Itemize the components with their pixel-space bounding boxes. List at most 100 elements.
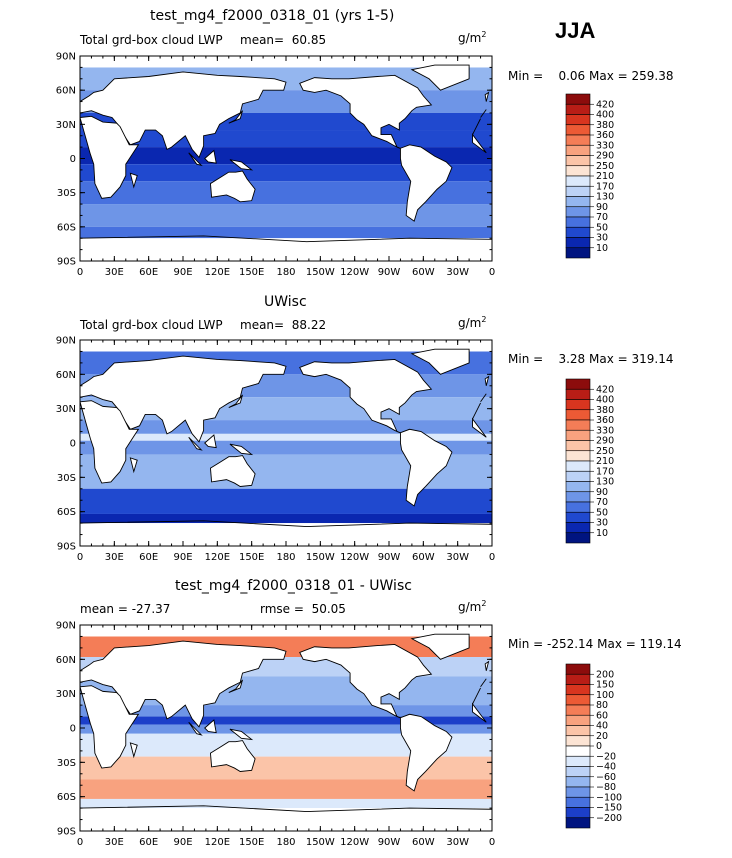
colorbar-label: −100 xyxy=(596,792,622,803)
coastline xyxy=(472,417,487,438)
colorbar-label: 290 xyxy=(596,436,614,447)
coastline xyxy=(399,428,453,507)
y-tick-label: 30S xyxy=(57,188,76,199)
colorbar-swatch xyxy=(565,93,591,105)
antarctica-coast xyxy=(80,805,492,812)
colorbar-swatch xyxy=(565,165,591,177)
coastline xyxy=(480,678,487,688)
field-band xyxy=(80,523,492,546)
colorbar-swatch xyxy=(565,735,591,747)
coastline xyxy=(484,91,490,102)
x-tick-label: 150W xyxy=(306,837,335,848)
field-band xyxy=(80,724,492,734)
colorbar-label: 210 xyxy=(596,171,614,182)
colorbar-label: 170 xyxy=(596,466,614,477)
colorbar-swatch xyxy=(565,481,591,493)
panel3-field xyxy=(80,625,492,831)
colorbar-label: 10 xyxy=(596,528,608,539)
colorbar-swatch xyxy=(565,786,591,798)
colorbar-swatch xyxy=(565,807,591,819)
coastline xyxy=(410,64,470,91)
coastline xyxy=(188,721,203,736)
x-tick-label: 180 xyxy=(276,837,295,848)
field-band xyxy=(80,625,492,637)
colorbar-label: 100 xyxy=(596,690,614,701)
x-tick-label: 30E xyxy=(105,552,124,563)
coastline xyxy=(209,740,256,772)
field-band xyxy=(80,181,492,205)
colorbar-label: −40 xyxy=(596,762,616,773)
colorbar-swatch xyxy=(565,776,591,788)
field-band xyxy=(80,56,492,68)
field-band xyxy=(80,488,492,514)
panel3-minmax: Min = -252.14 Max = 119.14 xyxy=(508,637,682,651)
field-band xyxy=(80,440,492,455)
colorbar-label: −60 xyxy=(596,772,616,783)
y-tick-label: 90N xyxy=(56,336,76,347)
x-tick-label: 120E xyxy=(205,267,230,278)
field-band xyxy=(80,716,492,725)
panel1-units: g/m2 xyxy=(458,30,487,45)
x-tick-label: 0 xyxy=(489,837,495,848)
y-tick-label: 90S xyxy=(57,257,76,268)
colorbar-swatch xyxy=(565,226,591,238)
y-tick-label: 30N xyxy=(56,120,76,131)
panel2-title: UWisc xyxy=(264,294,307,310)
x-tick-label: 90E xyxy=(173,267,192,278)
y-tick-label: 0 xyxy=(70,439,76,450)
coastline xyxy=(484,375,490,386)
x-tick-label: 180 xyxy=(276,552,295,563)
x-tick-label: 120E xyxy=(205,837,230,848)
panel3-map: 0 30E 60E 90E 120E 150E 180 150W 120W 90W 60W 30W 09… xyxy=(56,621,495,849)
panel3-colorbar: 200150100806040200−20−40−60−80−100−150−2… xyxy=(565,663,622,829)
colorbar-swatch xyxy=(565,440,591,452)
colorbar-label: 20 xyxy=(596,731,608,742)
coastline xyxy=(399,144,453,222)
x-tick-label: 60E xyxy=(139,552,158,563)
panel3-rmse: rmse = 50.05 xyxy=(260,602,346,616)
colorbar-label: 330 xyxy=(596,140,614,151)
colorbar-label: 0 xyxy=(596,741,602,752)
colorbar-swatch xyxy=(565,429,591,441)
colorbar-swatch xyxy=(565,247,591,259)
x-tick-label: 90W xyxy=(378,552,401,563)
colorbar-label: 380 xyxy=(596,405,614,416)
colorbar-label: 200 xyxy=(596,669,614,680)
colorbar-label: 90 xyxy=(596,487,608,498)
colorbar-swatch xyxy=(565,511,591,523)
panel2-units: g/m2 xyxy=(458,315,487,330)
panel1-field xyxy=(80,56,492,261)
colorbar-swatch xyxy=(565,501,591,513)
field-band xyxy=(80,433,492,441)
colorbar-swatch xyxy=(565,409,591,421)
colorbar-swatch xyxy=(565,694,591,706)
colorbar-swatch xyxy=(565,185,591,197)
panel2-minmax: Min = 3.28 Max = 319.14 xyxy=(508,352,674,366)
x-tick-label: 30E xyxy=(105,837,124,848)
coastline xyxy=(204,719,217,734)
coastline xyxy=(399,713,453,792)
colorbar-label: 70 xyxy=(596,212,608,223)
y-tick-label: 60N xyxy=(56,370,76,381)
coastline xyxy=(299,358,433,435)
coastline xyxy=(80,685,140,769)
colorbar-swatch xyxy=(565,175,591,187)
x-tick-label: 120W xyxy=(340,837,369,848)
coastline xyxy=(472,118,481,135)
coastline xyxy=(129,742,138,759)
x-tick-label: 60W xyxy=(412,267,435,278)
y-tick-label: 30S xyxy=(57,758,76,769)
colorbar-swatch xyxy=(565,817,591,829)
colorbar-label: 130 xyxy=(596,477,614,488)
x-tick-label: 120W xyxy=(340,552,369,563)
coastline xyxy=(229,728,254,741)
colorbar-swatch xyxy=(565,206,591,218)
coastline xyxy=(484,660,490,671)
colorbar-label: 60 xyxy=(596,710,608,721)
colorbar-label: 250 xyxy=(596,446,614,457)
x-tick-label: 30W xyxy=(446,837,469,848)
coastline xyxy=(80,400,140,484)
y-tick-label: 90S xyxy=(57,827,76,838)
